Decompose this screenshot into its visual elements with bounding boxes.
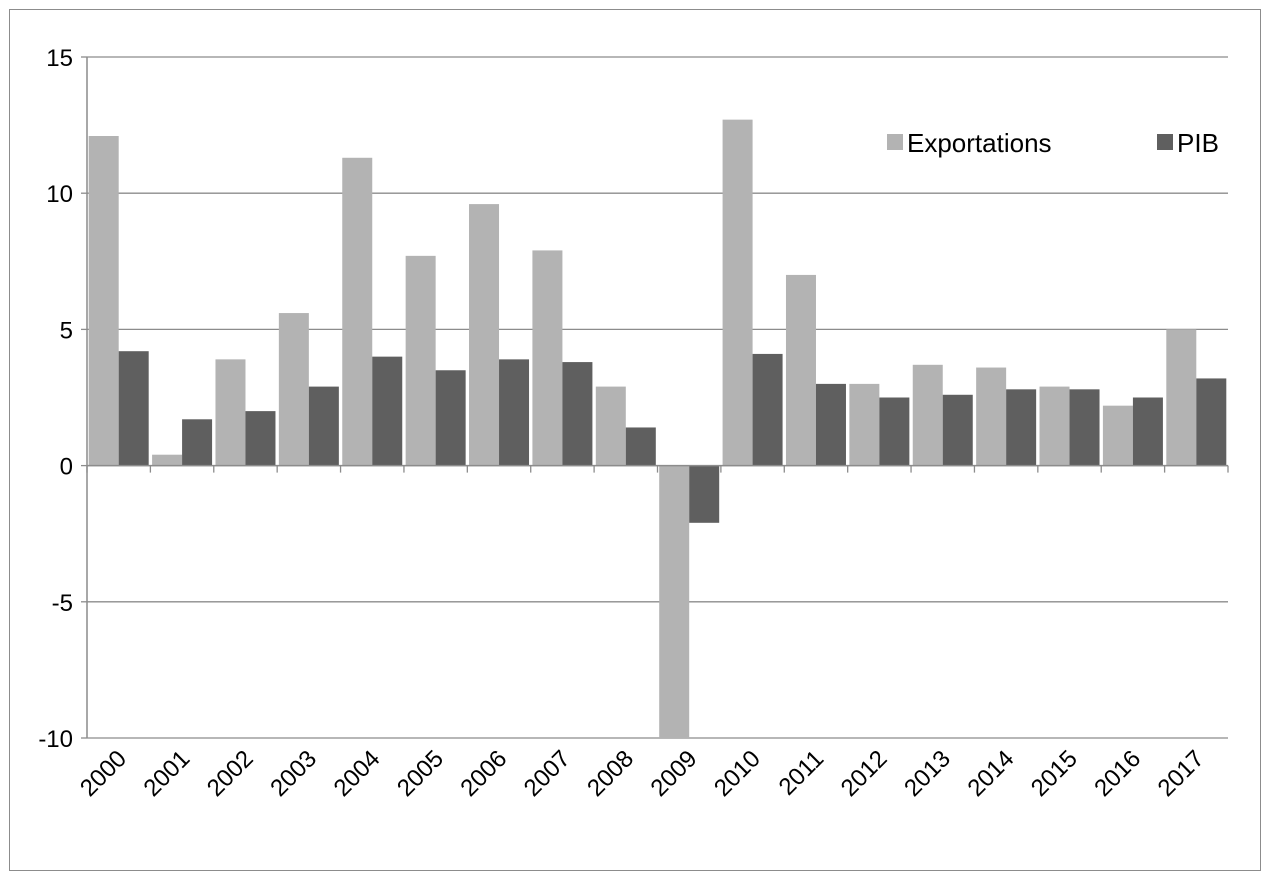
bar-pib-2011 bbox=[815, 383, 846, 466]
x-axis-ticks: 2000 2001 2002 2003 2004 2005 2006 2007 2008 2009… bbox=[75, 745, 1209, 802]
bar-pib-2012 bbox=[879, 397, 910, 466]
bar-exportations-2016 bbox=[1102, 405, 1133, 466]
x-tick-label: 2016 bbox=[1089, 745, 1146, 802]
x-tick-label: 2001 bbox=[138, 745, 195, 802]
y-tick-label: 5 bbox=[60, 317, 73, 344]
bar-exportations-2011 bbox=[785, 274, 816, 466]
bar-pib-2009 bbox=[689, 465, 720, 523]
y-tick-label: 15 bbox=[46, 45, 73, 72]
bar-pib-2004 bbox=[372, 356, 403, 466]
bar-pib-2001 bbox=[182, 419, 213, 466]
bar-exportations-2008 bbox=[595, 386, 626, 466]
x-tick-label: 2008 bbox=[582, 745, 639, 802]
x-tick-label: 2000 bbox=[75, 745, 132, 802]
axes bbox=[81, 56, 1229, 739]
x-tick-label: 2013 bbox=[899, 745, 956, 802]
x-tick-label: 2012 bbox=[836, 745, 893, 802]
bar-pib-2006 bbox=[499, 359, 530, 466]
y-tick-label: -5 bbox=[52, 590, 73, 617]
bars bbox=[88, 119, 1227, 738]
bar-exportations-2007 bbox=[532, 250, 563, 466]
bar-pib-2017 bbox=[1196, 378, 1227, 466]
bar-exportations-2001 bbox=[152, 454, 183, 466]
legend: Exportations PIB bbox=[848, 58, 1227, 191]
bar-exportations-2004 bbox=[342, 157, 373, 466]
x-tick-label: 2015 bbox=[1026, 745, 1083, 802]
bar-exportations-2009 bbox=[659, 465, 690, 738]
x-tick-label: 2017 bbox=[1153, 745, 1210, 802]
x-tick-label: 2005 bbox=[392, 745, 449, 802]
bar-pib-2007 bbox=[562, 362, 593, 466]
bar-exportations-2005 bbox=[405, 255, 436, 466]
x-tick-label: 2007 bbox=[519, 745, 576, 802]
bar-pib-2016 bbox=[1132, 397, 1163, 466]
x-tick-label: 2003 bbox=[265, 745, 322, 802]
bar-pib-2005 bbox=[435, 370, 466, 466]
bar-exportations-2012 bbox=[849, 383, 880, 466]
bar-exportations-2006 bbox=[469, 204, 500, 466]
bar-exportations-2013 bbox=[912, 364, 943, 466]
x-tick-label: 2009 bbox=[646, 745, 703, 802]
x-tick-label: 2010 bbox=[709, 745, 766, 802]
bar-pib-2003 bbox=[308, 386, 339, 466]
legend-label-pib: PIB bbox=[1177, 128, 1219, 158]
bar-pib-2008 bbox=[625, 427, 656, 466]
y-tick-label: 0 bbox=[60, 454, 73, 481]
bar-exportations-2002 bbox=[215, 359, 246, 466]
x-tick-label: 2014 bbox=[963, 745, 1020, 802]
y-tick-label: -10 bbox=[38, 726, 73, 753]
bar-pib-2000 bbox=[118, 351, 149, 466]
x-tick-label: 2006 bbox=[455, 745, 512, 802]
x-tick-label: 2011 bbox=[774, 745, 830, 801]
y-tick-label: 10 bbox=[46, 181, 73, 208]
legend-swatch-exportations bbox=[887, 134, 903, 150]
y-axis-ticks: -10 -5 0 5 10 15 bbox=[38, 45, 73, 753]
bar-pib-2014 bbox=[1006, 389, 1037, 466]
x-tick-label: 2004 bbox=[329, 745, 386, 802]
legend-swatch-pib bbox=[1157, 134, 1173, 150]
legend-label-exportations: Exportations bbox=[907, 128, 1052, 158]
bar-pib-2010 bbox=[752, 353, 783, 466]
bar-pib-2013 bbox=[942, 394, 973, 466]
bar-pib-2015 bbox=[1069, 389, 1100, 466]
bar-exportations-2010 bbox=[722, 119, 753, 466]
bar-exportations-2014 bbox=[976, 367, 1007, 466]
bar-exportations-2017 bbox=[1166, 329, 1197, 466]
bar-exportations-2015 bbox=[1039, 386, 1070, 466]
bar-pib-2002 bbox=[245, 411, 276, 466]
legend-background bbox=[848, 58, 1227, 191]
bar-exportations-2000 bbox=[88, 135, 119, 466]
bar-exportations-2003 bbox=[278, 313, 309, 466]
x-tick-label: 2002 bbox=[202, 745, 259, 802]
